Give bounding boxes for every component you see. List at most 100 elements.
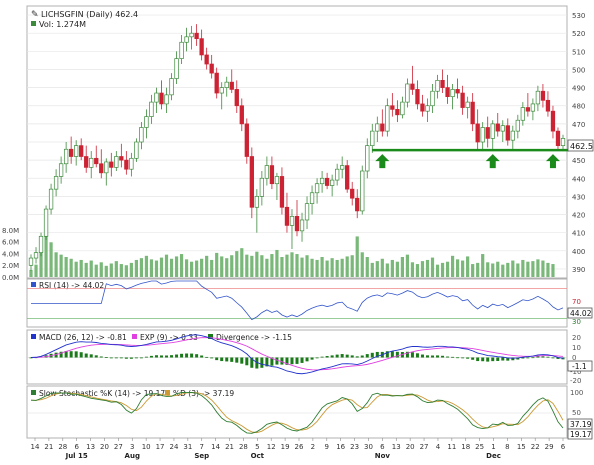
- price-tick-label: 450: [572, 157, 585, 165]
- divergence-bar: [149, 355, 153, 358]
- volume-bar: [450, 255, 455, 277]
- volume-tick-label: 8.0M: [2, 227, 19, 235]
- candle-body: [74, 145, 79, 157]
- divergence-bar: [154, 355, 158, 358]
- candle-body: [395, 109, 400, 116]
- macd-panel-frame: [26, 329, 568, 385]
- price-tick-label: 490: [572, 85, 585, 93]
- candle-body: [134, 141, 139, 159]
- divergence-bar: [170, 355, 174, 358]
- volume-bar: [506, 262, 510, 277]
- divergence-bar: [295, 357, 299, 364]
- x-day-label: 19: [281, 443, 290, 451]
- candle-body: [425, 105, 430, 112]
- divergence-bar: [461, 357, 465, 359]
- logo-icon: ✎: [31, 10, 39, 20]
- candle-body: [540, 90, 546, 101]
- candle-body: [269, 165, 275, 185]
- divergence-bar: [144, 356, 148, 358]
- divergence-bar: [340, 354, 344, 358]
- divergence-bar: [451, 356, 455, 358]
- x-day-label: 9: [325, 443, 329, 451]
- divergence-bar: [205, 356, 209, 358]
- candle-body: [450, 89, 455, 98]
- volume-bar: [541, 260, 545, 277]
- volume-bar: [330, 258, 334, 277]
- x-day-label: 20: [406, 443, 415, 451]
- x-day-label: 1: [491, 443, 495, 451]
- volume-bar: [456, 259, 460, 277]
- stoch-d-title: %D (3) -> 37.19: [173, 389, 234, 398]
- macd-tick-10: 10: [572, 344, 581, 352]
- candle-body: [410, 83, 415, 90]
- candle-body: [460, 92, 465, 108]
- candle-body: [335, 168, 340, 181]
- divergence-bar: [310, 357, 314, 360]
- stoch-d-line: [30, 392, 564, 434]
- volume-bar: [430, 257, 435, 277]
- stoch-panel-frame: [26, 385, 568, 439]
- macd-legend-swatch: [31, 334, 36, 339]
- divergence-bar: [245, 357, 249, 366]
- candle-body: [239, 105, 244, 125]
- volume-bar: [169, 258, 174, 277]
- volume-bar: [270, 254, 274, 277]
- exp-legend-swatch: [132, 334, 137, 339]
- divergence-bar: [270, 357, 274, 366]
- price-tick-label: 480: [572, 103, 585, 111]
- volume-bar: [370, 262, 374, 277]
- volume-bar: [390, 259, 394, 277]
- divergence-bar: [99, 356, 103, 358]
- candle-body: [415, 89, 420, 105]
- volume-bar: [59, 254, 63, 277]
- candle-body: [179, 41, 184, 59]
- candle-body: [284, 206, 290, 226]
- volume-bar: [305, 255, 309, 277]
- volume-tick-label: 0.0M: [2, 274, 19, 282]
- price-tick-label: 390: [572, 266, 585, 274]
- volume-bar: [521, 259, 525, 277]
- candle-body: [209, 63, 214, 74]
- volume-bar: [325, 260, 329, 277]
- x-day-label: 23: [350, 443, 359, 451]
- divergence-bar: [84, 353, 88, 358]
- candle-body: [53, 176, 59, 190]
- divergence-bar: [345, 354, 349, 358]
- x-day-label: 21: [225, 443, 234, 451]
- divergence-bar: [370, 352, 374, 358]
- divergence-bar: [230, 357, 234, 362]
- candle-body: [485, 127, 490, 139]
- divergence-bar: [350, 355, 354, 358]
- candle-body: [199, 38, 204, 56]
- candle-body: [244, 123, 249, 157]
- volume-bar: [129, 262, 133, 277]
- x-day-label: 18: [461, 443, 470, 451]
- volume-bar: [295, 254, 299, 277]
- volume-bar: [260, 255, 264, 277]
- candle-body: [63, 148, 69, 165]
- volume-bar: [200, 258, 204, 277]
- volume-bars: [29, 231, 555, 277]
- volume-bar: [476, 262, 480, 277]
- volume-bar: [74, 261, 78, 277]
- divergence-bar: [94, 355, 98, 358]
- divergence-bar: [315, 357, 319, 359]
- last-price-marker: 462.5: [567, 139, 594, 152]
- volume-legend-swatch: [31, 21, 36, 26]
- x-day-label: 7: [200, 443, 204, 451]
- volume-bar: [179, 254, 184, 277]
- candle-body: [149, 101, 154, 117]
- x-day-label: 28: [58, 443, 67, 451]
- x-day-label: 30: [364, 443, 373, 451]
- x-day-label: 21: [44, 443, 53, 451]
- volume-bar: [471, 264, 475, 277]
- candle-body: [560, 138, 566, 146]
- candle-body: [324, 177, 330, 186]
- macd-line: [30, 334, 564, 375]
- divergence-bar: [425, 355, 429, 358]
- volume-bar: [195, 260, 199, 277]
- candle-body: [229, 81, 234, 90]
- divergence-bar: [280, 357, 284, 365]
- candle-body: [219, 87, 224, 94]
- divergence-bar: [79, 352, 83, 358]
